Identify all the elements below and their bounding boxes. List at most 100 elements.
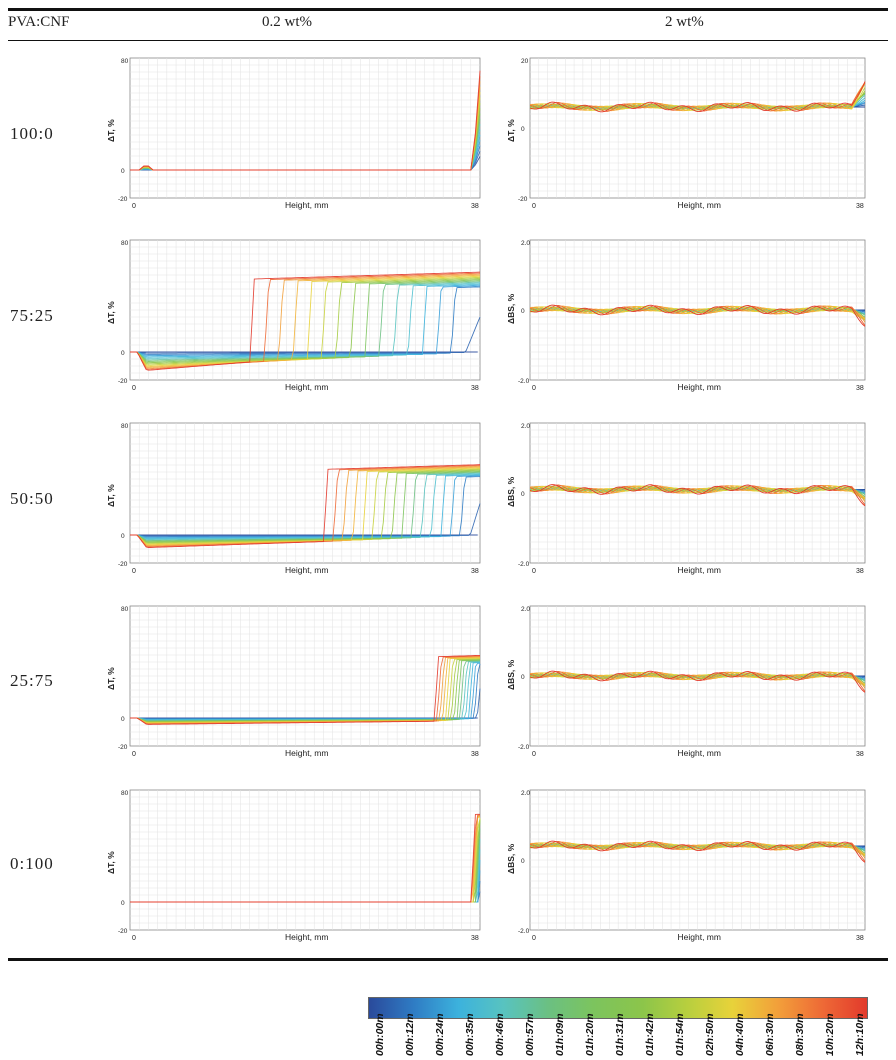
- right-chart-3-xtick-max: 38: [856, 568, 864, 575]
- right-chart-5-ytick-top: 2.0: [521, 790, 530, 797]
- right-chart-1-ytick-top: 20: [521, 58, 529, 65]
- right-chart-2-xtick-max: 38: [856, 385, 864, 392]
- colorbar-label: 01h:54m: [664, 1013, 686, 1060]
- row-label-100-0: 100:0: [10, 124, 54, 143]
- right-chart-4-ytick-bottom: -2.0: [518, 744, 530, 751]
- left-chart-5-ytick-top: 80: [121, 790, 129, 797]
- left-chart-3-series-line: [130, 472, 480, 541]
- right-chart-4-ytick-zero: 0: [521, 674, 525, 681]
- colorbar-label-text: 01h:31m: [614, 1013, 626, 1056]
- left-chart-1-series-line: [130, 70, 481, 171]
- right-chart-3-ylabel: ΔBS, %: [506, 476, 516, 507]
- colorbar-label: 10h:20m: [814, 1013, 836, 1060]
- left-chart-3-series-line: [130, 473, 481, 540]
- left-chart-2-ylabel: ΔT, %: [106, 301, 116, 324]
- right-chart-5-frame: [529, 789, 866, 931]
- colorbar-label-text: 01h:09m: [554, 1013, 566, 1056]
- left-chart-5-ytick-bottom: -20: [118, 928, 128, 935]
- left-chart-2-series-line: [130, 282, 480, 360]
- left-chart-4-xtick-max: 38: [471, 751, 479, 758]
- right-chart-2-xtick-min: 0: [532, 385, 536, 392]
- right-chart-2-ytick-zero: 0: [521, 308, 525, 315]
- left-chart-2-xtick-min: 0: [132, 385, 136, 392]
- right-chart-3-series-line: [529, 485, 866, 499]
- left-chart-2-ytick-bottom: -20: [118, 378, 128, 385]
- left-chart-3-series-line: [130, 471, 481, 542]
- left-chart-3-ylabel: ΔT, %: [106, 484, 116, 507]
- left-chart-2-series-line: [130, 285, 481, 357]
- left-chart-2-ytick-zero: 0: [121, 350, 125, 357]
- right-chart-1-series-line: [529, 82, 866, 112]
- colorbar-label: 06h:30m: [754, 1013, 776, 1060]
- left-chart-4-xtick-min: 0: [132, 751, 136, 758]
- left-chart-5-xtick-min: 0: [132, 935, 136, 942]
- right-chart-3-frame: [529, 422, 866, 564]
- right-chart-4-series-line: [529, 671, 866, 685]
- right-chart-4-series-line: [529, 671, 866, 689]
- row-label-75-25: 75:25: [10, 306, 54, 325]
- row-label-25-75: 25:75: [10, 671, 54, 690]
- colorbar-label-text: 00h:57m: [524, 1013, 536, 1056]
- left-chart-3-xtick-min: 0: [132, 568, 136, 575]
- left-chart-5-xlabel: Height, mm: [285, 932, 328, 942]
- right-chart-3-series-line: [529, 484, 866, 502]
- left-chart-3-ytick-top: 80: [121, 423, 129, 430]
- right-chart-5-series-line: [529, 841, 866, 855]
- right-chart-1-ylabel: ΔT, %: [506, 119, 516, 142]
- right-chart-3-ytick-top: 2.0: [521, 423, 530, 430]
- colorbar-label: 04h:40m: [724, 1013, 746, 1060]
- bottom-rule: [8, 958, 888, 961]
- right-chart-4-xlabel: Height, mm: [678, 748, 721, 758]
- left-chart-1-ytick-zero: 0: [121, 168, 125, 175]
- left-chart-2-series-line: [130, 271, 481, 371]
- colorbar-label: 08h:30m: [784, 1013, 806, 1060]
- right-chart-1-series-line: [529, 81, 866, 113]
- right-chart-1-series-line: [529, 82, 866, 112]
- left-chart-4-xlabel: Height, mm: [285, 748, 328, 758]
- left-chart-5-frame: [129, 789, 481, 931]
- right-chart-1-ytick-zero: 0: [521, 126, 525, 133]
- colorbar-label-text: 00h:00m: [374, 1013, 386, 1056]
- colorbar-label-text: 06h:30m: [764, 1013, 776, 1056]
- right-chart-5-ytick-zero: 0: [521, 858, 525, 865]
- left-chart-4-ytick-zero: 0: [121, 716, 125, 723]
- right-chart-3-series-line: [529, 484, 866, 507]
- colorbar-label-text: 01h:54m: [674, 1013, 686, 1056]
- right-chart-2-series-line: [529, 305, 866, 320]
- left-chart-3-series-line: [130, 464, 481, 548]
- right-chart-2-ytick-bottom: -2.0: [518, 378, 530, 385]
- colorbar-label: 01h:31m: [604, 1013, 626, 1060]
- colorbar-label-text: 01h:20m: [584, 1013, 596, 1056]
- left-chart-4-ylabel: ΔT, %: [106, 667, 116, 690]
- right-chart-1-series-line: [529, 83, 866, 112]
- right-chart-2-series-line: [529, 304, 866, 327]
- right-chart-3-series-line: [529, 484, 866, 506]
- left-chart-5-ytick-zero: 0: [121, 900, 125, 907]
- right-chart-1-frame: [529, 57, 866, 199]
- colorbar-label: 00h:46m: [484, 1013, 506, 1060]
- colorbar-label-text: 00h:12m: [404, 1013, 416, 1056]
- right-chart-5-xtick-max: 38: [856, 935, 864, 942]
- left-chart-3-ytick-zero: 0: [121, 533, 125, 540]
- right-chart-1-xtick-min: 0: [532, 203, 536, 210]
- ratio-header: PVA:CNF: [8, 14, 70, 30]
- right-chart-5-series-line: [529, 841, 866, 859]
- colorbar-label-text: 00h:46m: [494, 1013, 506, 1056]
- right-chart-3-xtick-min: 0: [532, 568, 536, 575]
- col1-header: 0.2 wt%: [262, 14, 312, 30]
- right-chart-2-series-line: [529, 305, 866, 326]
- right-chart-5-xtick-min: 0: [532, 935, 536, 942]
- colorbar-label-text: 08h:30m: [794, 1013, 806, 1056]
- left-chart-2-series-line: [130, 273, 481, 369]
- left-chart-5-ylabel: ΔT, %: [106, 851, 116, 874]
- col2-header: 2 wt%: [665, 14, 704, 30]
- colorbar-label-text: 12h:10m: [854, 1013, 866, 1056]
- left-chart-2-series-line: [130, 283, 481, 359]
- colorbar-label: 00h:12m: [394, 1013, 416, 1060]
- right-chart-4-series-line: [529, 671, 866, 686]
- left-chart-2-ytick-top: 80: [121, 240, 129, 247]
- right-chart-5-ylabel: ΔBS, %: [506, 843, 516, 874]
- colorbar-label-text: 01h:42m: [644, 1013, 656, 1056]
- left-chart-5-series-line: [130, 813, 480, 903]
- colorbar-label: 00h:57m: [514, 1013, 536, 1060]
